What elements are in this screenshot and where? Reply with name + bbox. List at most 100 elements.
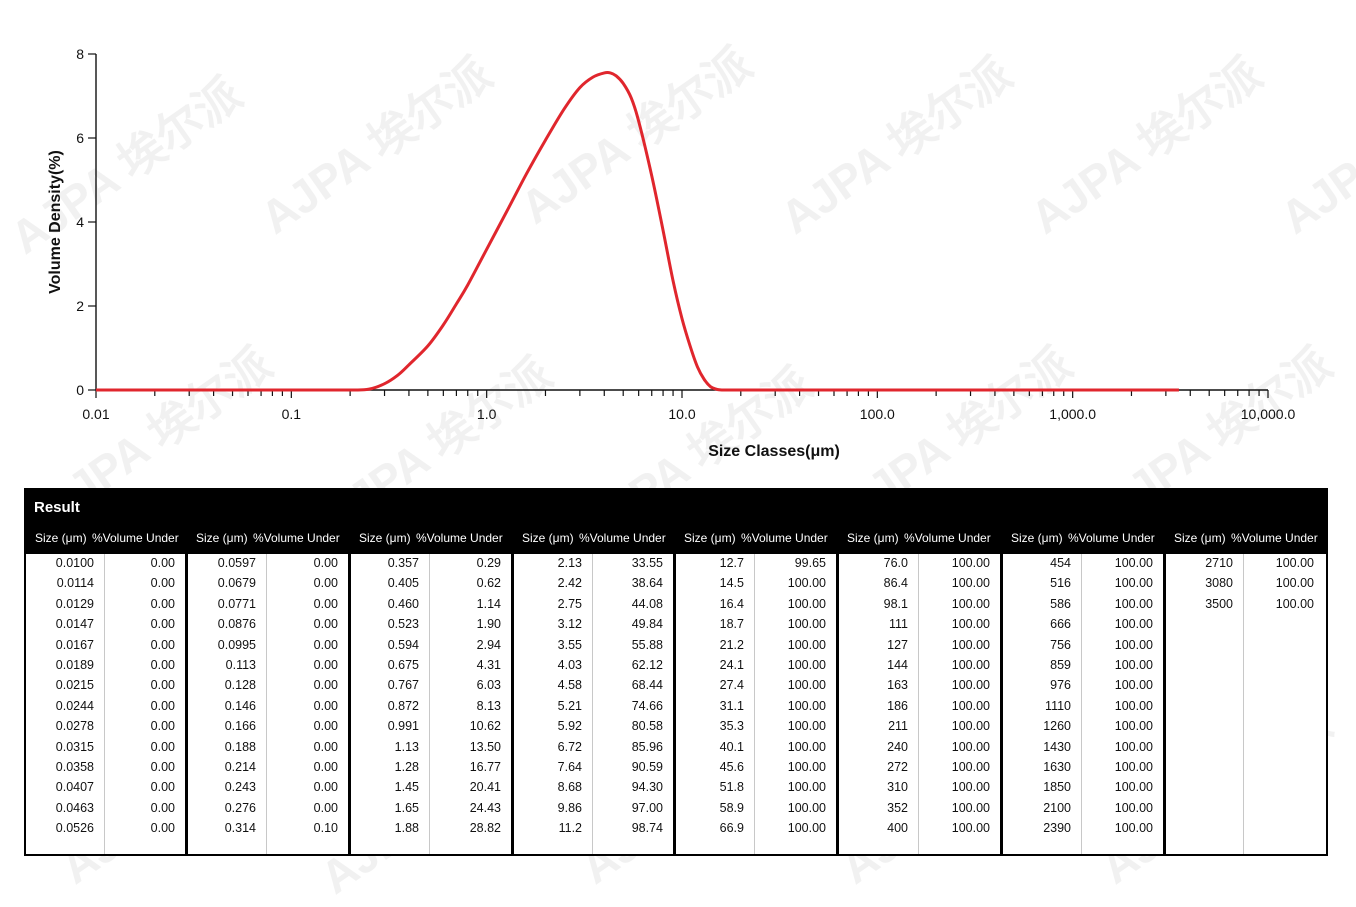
volume-column-header: %Volume Under — [253, 531, 340, 545]
volume-under-cell: 100.00 — [787, 780, 826, 795]
volume-under-cell: 6.03 — [476, 678, 501, 693]
size-cell: 14.5 — [719, 576, 744, 591]
volume-under-cell: 100.00 — [787, 698, 826, 713]
size-column-header: Size (μm) — [847, 531, 899, 545]
volume-under-cell: 99.65 — [794, 556, 826, 570]
result-table-title: Result — [26, 490, 1326, 523]
volume-under-cell: 2.94 — [476, 637, 501, 652]
volume-under-cell: 98.74 — [631, 821, 663, 836]
size-cell: 3080 — [1205, 576, 1233, 591]
volume-under-cell: 0.00 — [313, 739, 338, 754]
size-cell: 0.0597 — [217, 556, 256, 570]
volume-under-cell: 100.00 — [951, 658, 990, 672]
size-cell: 0.0244 — [55, 698, 94, 713]
x-tick-label: 0.01 — [82, 406, 109, 422]
column-divider — [754, 554, 755, 854]
volume-under-cell: 100.00 — [951, 800, 990, 815]
volume-under-cell: 0.00 — [313, 800, 338, 815]
column-divider — [429, 554, 430, 854]
size-cell: 0.0358 — [55, 760, 94, 774]
volume-under-cell: 24.43 — [469, 800, 501, 815]
volume-under-cell: 100.00 — [1114, 678, 1153, 693]
size-cell: 18.7 — [719, 617, 744, 632]
size-cell: 1430 — [1043, 739, 1071, 754]
x-tick-label: 0.1 — [282, 406, 302, 422]
volume-under-cell: 0.00 — [313, 698, 338, 713]
size-cell: 2710 — [1205, 556, 1233, 570]
volume-under-cell: 100.00 — [1275, 556, 1314, 570]
volume-under-cell: 0.00 — [150, 698, 175, 713]
size-cell: 3500 — [1205, 596, 1233, 611]
column-group-divider — [348, 554, 351, 854]
size-cell: 0.405 — [387, 576, 419, 591]
column-group-divider — [1000, 554, 1003, 854]
size-cell: 35.3 — [719, 719, 744, 734]
size-cell: 51.8 — [719, 780, 744, 795]
column-group-divider — [511, 554, 514, 854]
volume-under-cell: 10.62 — [469, 719, 501, 734]
size-cell: 1.65 — [394, 800, 419, 815]
volume-density-chart: 0 2 4 6 8 0.01 0.1 1.0 10.0 100.0 1,000.0 10,000.0 S… — [47, 46, 1295, 460]
size-cell: 976 — [1050, 678, 1071, 693]
size-cell: 859 — [1050, 658, 1071, 672]
volume-under-cell: 100.00 — [787, 760, 826, 774]
volume-under-cell: 0.00 — [313, 556, 338, 570]
column-group-divider — [673, 554, 676, 854]
y-axis-label: Volume Density(%) — [47, 150, 64, 294]
size-cell: 2.75 — [557, 596, 582, 611]
size-column-header: Size (μm) — [196, 531, 248, 545]
size-cell: 0.357 — [387, 556, 419, 570]
size-column-header: Size (μm) — [1011, 531, 1063, 545]
volume-under-cell: 100.00 — [1114, 698, 1153, 713]
column-divider — [104, 554, 105, 854]
volume-under-cell: 0.00 — [150, 678, 175, 693]
size-cell: 1630 — [1043, 760, 1071, 774]
volume-under-cell: 100.00 — [1114, 576, 1153, 591]
size-cell: 0.0215 — [55, 678, 94, 693]
volume-under-cell: 44.08 — [631, 596, 663, 611]
size-cell: 0.128 — [224, 678, 256, 693]
result-table: Result Size (μm) %Volume Under Size (μm) %V… — [24, 488, 1328, 856]
volume-column-header: %Volume Under — [1231, 531, 1318, 545]
volume-under-cell: 100.00 — [1114, 658, 1153, 672]
size-cell: 310 — [887, 780, 908, 795]
volume-under-cell: 20.41 — [469, 780, 501, 795]
size-cell: 0.0147 — [55, 617, 94, 632]
size-cell: 0.0278 — [55, 719, 94, 734]
volume-under-cell: 0.00 — [150, 821, 175, 836]
size-cell: 2.13 — [557, 556, 582, 570]
size-cell: 756 — [1050, 637, 1071, 652]
size-cell: 8.68 — [557, 780, 582, 795]
size-cell: 352 — [887, 800, 908, 815]
size-cell: 127 — [887, 637, 908, 652]
volume-under-cell: 100.00 — [951, 576, 990, 591]
volume-under-cell: 90.59 — [631, 760, 663, 774]
column-divider — [266, 554, 267, 854]
size-cell: 0.675 — [387, 658, 419, 672]
volume-column-header: %Volume Under — [904, 531, 991, 545]
size-cell: 144 — [887, 658, 908, 672]
volume-under-cell: 0.00 — [150, 739, 175, 754]
volume-under-cell: 100.00 — [951, 617, 990, 632]
column-group-divider — [1163, 554, 1166, 854]
volume-under-cell: 0.00 — [150, 658, 175, 672]
volume-under-cell: 100.00 — [1275, 596, 1314, 611]
volume-under-cell: 62.12 — [631, 658, 663, 672]
volume-under-cell: 100.00 — [1114, 596, 1153, 611]
size-column-header: Size (μm) — [35, 531, 87, 545]
volume-under-cell: 100.00 — [1114, 637, 1153, 652]
size-cell: 40.1 — [719, 739, 744, 754]
y-tick-label: 8 — [76, 46, 84, 62]
volume-under-cell: 38.64 — [631, 576, 663, 591]
column-divider — [1243, 554, 1244, 854]
volume-under-cell: 4.31 — [476, 658, 501, 672]
volume-under-cell: 0.00 — [313, 576, 338, 591]
size-cell: 0.0463 — [55, 800, 94, 815]
size-cell: 11.2 — [558, 821, 582, 836]
size-cell: 31.1 — [719, 698, 744, 713]
size-cell: 1260 — [1043, 719, 1071, 734]
volume-under-cell: 0.00 — [150, 617, 175, 632]
size-cell: 0.188 — [224, 739, 256, 754]
volume-under-cell: 100.00 — [951, 556, 990, 570]
size-cell: 76.0 — [883, 556, 908, 570]
